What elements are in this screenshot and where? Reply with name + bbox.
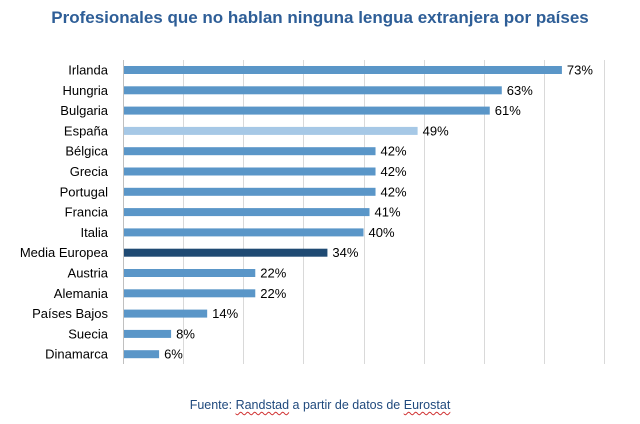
value-label-belgica: 42% xyxy=(381,144,407,159)
category-label-grecia: Grecia xyxy=(70,164,109,179)
source-prefix: Fuente: xyxy=(189,398,236,412)
bar-media-europea xyxy=(124,248,328,257)
bar-irlanda xyxy=(124,66,562,74)
value-label-hungria: 63% xyxy=(507,83,533,98)
value-label-suecia: 8% xyxy=(176,326,195,341)
labels: Irlanda 73% Hungria 63% Bulgaria 61% España 49%… xyxy=(20,63,594,362)
source-name: Randstad xyxy=(235,398,290,412)
value-label-austria: 22% xyxy=(260,266,286,281)
value-label-espana: 49% xyxy=(423,123,449,138)
bar-espana xyxy=(124,126,418,135)
value-label-bulgaria: 61% xyxy=(495,103,521,118)
category-label-italia: Italia xyxy=(81,225,109,240)
value-label-paises-bajos: 14% xyxy=(212,306,238,321)
category-label-alemania: Alemania xyxy=(54,286,109,301)
bar-paises-bajos xyxy=(124,309,208,318)
category-label-portugal: Portugal xyxy=(60,184,109,199)
value-label-dinamarca: 6% xyxy=(164,347,183,362)
source-middle: a partir de datos de xyxy=(289,398,404,412)
source-data: Eurostat xyxy=(403,398,451,412)
bar-dinamarca xyxy=(124,350,160,359)
value-label-media-europea: 34% xyxy=(332,245,358,260)
bar-francia xyxy=(124,208,370,217)
bar-suecia xyxy=(124,329,172,338)
category-label-media-europea: Media Europea xyxy=(20,245,109,260)
chart-title: Profesionales que no hablan ninguna leng… xyxy=(51,8,589,27)
bar-belgica xyxy=(124,147,376,156)
category-label-espana: España xyxy=(64,123,109,138)
bar-bulgaria xyxy=(124,106,490,115)
category-label-bulgaria: Bulgaria xyxy=(60,103,108,118)
category-label-paises-bajos: Países Bajos xyxy=(32,306,108,321)
bar-portugal xyxy=(124,187,376,196)
bar-hungria xyxy=(124,86,502,95)
bar-grecia xyxy=(124,167,376,176)
category-label-suecia: Suecia xyxy=(68,326,109,341)
value-label-grecia: 42% xyxy=(381,164,407,179)
category-label-francia: Francia xyxy=(65,205,109,220)
category-label-hungria: Hungria xyxy=(62,83,108,98)
bars xyxy=(124,66,562,359)
category-label-belgica: Bélgica xyxy=(65,144,108,159)
category-label-irlanda: Irlanda xyxy=(68,63,109,78)
bar-italia xyxy=(124,228,364,237)
bar-alemania xyxy=(124,289,256,298)
category-label-dinamarca: Dinamarca xyxy=(45,347,109,362)
source-note: Fuente: Randstad a partir de datos de Eu… xyxy=(0,398,640,412)
category-label-austria: Austria xyxy=(68,266,109,281)
value-label-alemania: 22% xyxy=(260,286,286,301)
value-label-irlanda: 73% xyxy=(567,63,593,78)
bar-austria xyxy=(124,269,256,277)
value-label-portugal: 42% xyxy=(381,184,407,199)
value-label-italia: 40% xyxy=(369,225,395,240)
value-label-francia: 41% xyxy=(375,205,401,220)
